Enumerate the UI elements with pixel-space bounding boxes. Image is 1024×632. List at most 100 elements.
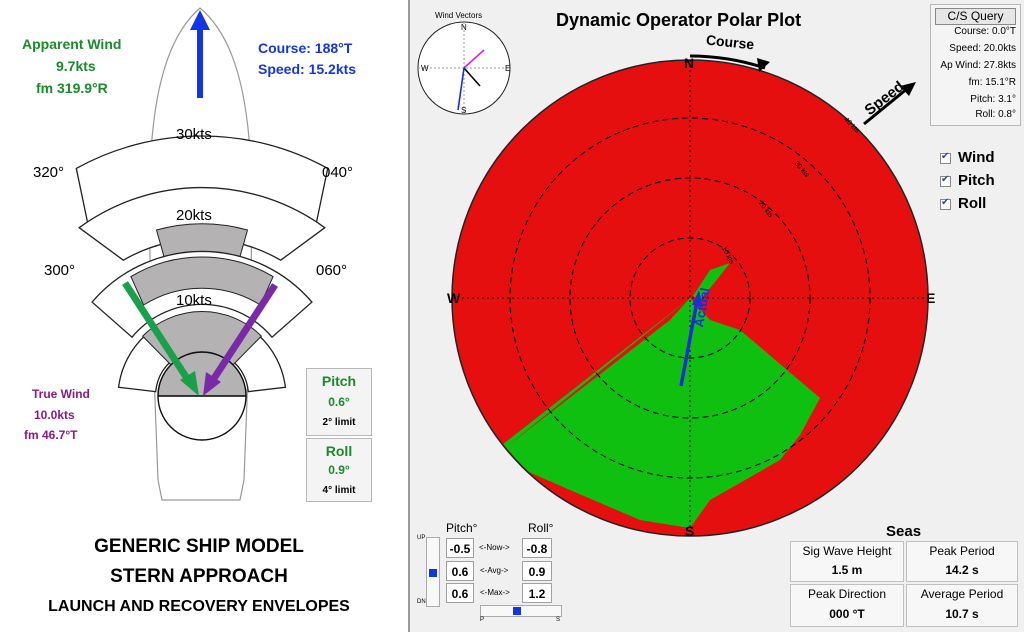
motion-pitch-header: Pitch° <box>446 521 478 535</box>
roll-limit: 4° limit <box>322 485 356 496</box>
ring-label-30kts: 30kts <box>176 126 212 143</box>
cs-query-panel: C/S Query Course: 0.0°T Speed: 20.0kts A… <box>930 4 1021 126</box>
course-readout: Course: 188°T <box>258 40 353 56</box>
cs-pitch: Pitch: 3.1° <box>970 94 1016 105</box>
pitch-checkbox-label: Pitch <box>958 172 995 189</box>
cs-course: Course: 0.0°T <box>954 26 1016 37</box>
bearing-060: 060° <box>316 262 348 279</box>
safe-envelope-edge <box>470 298 690 470</box>
apparent-wind-arrow <box>122 281 193 385</box>
polar-n-label: N <box>684 55 695 71</box>
pitch-checkbox[interactable] <box>940 174 951 187</box>
true-wind-from: fm 46.7°T <box>24 428 78 442</box>
cs-roll: Roll: 0.8° <box>975 109 1016 120</box>
actual-vector <box>679 295 700 387</box>
roll-slider-thumb[interactable] <box>513 607 521 615</box>
wind-vector-magenta <box>463 49 485 69</box>
polar-plot-title: Dynamic Operator Polar Plot <box>556 10 802 30</box>
true-wind-arrow <box>208 283 278 385</box>
pitch-limit: 2° limit <box>322 417 356 428</box>
roll-s-label: S <box>556 617 561 623</box>
course-arc-head <box>757 58 770 72</box>
roll-checkbox[interactable] <box>940 197 951 210</box>
caption-line-2: STERN APPROACH <box>110 566 288 587</box>
cs-ap-wind: Ap Wind: 27.8kts <box>940 60 1016 71</box>
roll-slider-track[interactable] <box>480 605 562 617</box>
pitch-title: Pitch <box>321 373 357 389</box>
wind-compass-n: N <box>461 23 467 32</box>
average-period-value: 10.7 s <box>945 607 979 621</box>
pitch-value: 0.6° <box>328 395 350 409</box>
course-arrow-head <box>190 10 210 30</box>
ship-envelope-panel: Apparent Wind 9.7kts fm 319.9°R Course: … <box>0 0 410 632</box>
pitch-up-label: UP <box>417 535 426 541</box>
pitch-limit-box: Pitch 0.6° 2° limit <box>306 368 372 436</box>
wind-vectors-label: Wind Vectors <box>435 11 483 20</box>
wind-checkbox[interactable] <box>940 151 951 164</box>
ring-label-20kts: 20kts <box>176 207 212 224</box>
roll-limit-box: Roll 0.9° 4° limit <box>306 438 372 502</box>
ring-label-10kts: 10kts <box>176 292 212 309</box>
apparent-wind-from: fm 319.9°R <box>36 80 108 96</box>
true-wind-speed: 10.0kts <box>34 408 75 422</box>
seas-title: Seas <box>886 523 922 540</box>
speed-readout: Speed: 15.2kts <box>258 61 357 77</box>
apparent-wind-title: Apparent Wind <box>22 36 122 52</box>
apparent-wind-arrow-head <box>180 371 199 396</box>
now-label: <-Now-> <box>479 543 510 552</box>
ring-30kts <box>509 117 871 479</box>
roll-checkbox-label: Roll <box>958 195 987 212</box>
average-period-label: Average Period <box>920 587 1004 601</box>
true-wind-title: True Wind <box>32 387 90 401</box>
peak-period-box: Peak Period 14.2 s <box>906 541 1018 582</box>
roll-max: 1.2 <box>522 583 552 603</box>
caption-line-1: GENERIC SHIP MODEL <box>94 536 304 557</box>
wind-compass-s: S <box>461 106 467 115</box>
pitch-avg: 0.6 <box>446 561 474 581</box>
pitch-dn-label: DN <box>417 599 426 605</box>
average-period-box: Average Period 10.7 s <box>906 584 1018 627</box>
bearing-300: 300° <box>44 262 76 279</box>
sig-wave-height-box: Sig Wave Height 1.5 m <box>790 541 904 582</box>
cs-speed: Speed: 20.0kts <box>949 43 1016 54</box>
polar-w-label: W <box>447 290 461 306</box>
wind-compass-w: W <box>421 64 429 73</box>
speed-arrow <box>863 86 909 126</box>
pitch-slider-track[interactable] <box>426 537 440 607</box>
safe-envelope-spike <box>693 263 730 300</box>
roll-p-label: P <box>480 617 485 623</box>
avg-label: <-Avg-> <box>480 566 509 575</box>
max-label: <-Max-> <box>480 588 510 597</box>
wind-compass-e: E <box>505 64 511 73</box>
cs-query-button[interactable]: C/S Query <box>935 8 1016 25</box>
ship-envelope-diagram <box>75 7 329 501</box>
roll-avg: 0.9 <box>522 561 552 581</box>
true-wind-arrow-head <box>203 372 221 396</box>
sig-wave-height-label: Sig Wave Height <box>802 544 892 558</box>
actual-vector-head <box>692 290 703 307</box>
roll-title: Roll <box>325 443 353 459</box>
apparent-wind-speed: 9.7kts <box>56 58 96 74</box>
pitch-slider-thumb[interactable] <box>429 569 437 577</box>
polar-s-label: S <box>685 523 695 539</box>
motion-roll-header: Roll° <box>528 521 554 535</box>
polar-plot-panel: Dynamic Operator Polar Plot Wind <box>410 0 1024 632</box>
roll-value: 0.9° <box>328 463 350 477</box>
ring-20kts <box>569 177 811 419</box>
peak-period-value: 14.2 s <box>945 563 979 577</box>
peak-period-label: Peak Period <box>929 544 995 558</box>
wind-checkbox-label: Wind <box>958 149 995 166</box>
bearing-040: 040° <box>322 164 354 181</box>
speed-arrow-head <box>900 82 916 96</box>
wind-vector-black <box>463 67 481 87</box>
peak-direction-value: 000 °T <box>829 607 865 621</box>
ring-10kts <box>629 237 751 359</box>
caption-line-3: LAUNCH AND RECOVERY ENVELOPES <box>48 598 350 615</box>
peak-direction-label: Peak Direction <box>807 587 887 601</box>
sig-wave-height-value: 1.5 m <box>831 563 863 577</box>
pitch-max: 0.6 <box>446 583 474 603</box>
roll-now: -0.8 <box>522 538 552 558</box>
wind-vector-blue <box>457 67 465 111</box>
polar-plot-svg[interactable] <box>410 0 1024 632</box>
sector-band-10kts-gray <box>130 256 274 306</box>
